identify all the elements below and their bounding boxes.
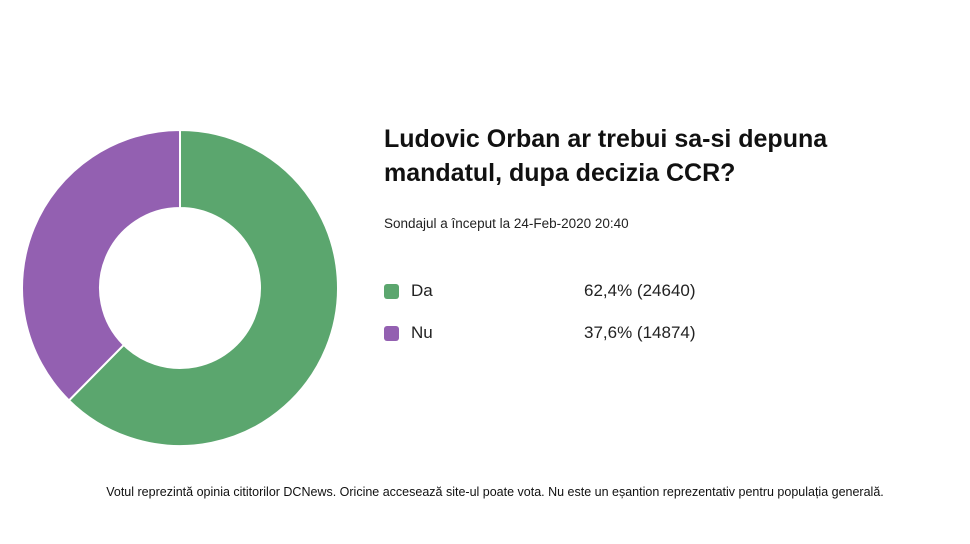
legend-value: 62,4% (24640)	[584, 281, 696, 300]
legend-swatch-nu	[384, 325, 399, 341]
legend-item-da: Da 62,4% (24640)	[384, 281, 696, 301]
donut-slice-nu	[21, 128, 181, 402]
disclaimer-note: Votul reprezintă opinia cititorilor DCNe…	[106, 485, 884, 499]
legend-label: Nu	[411, 323, 433, 342]
legend-label: Da	[411, 281, 433, 300]
legend-item-nu: Nu 37,6% (14874)	[384, 323, 696, 343]
poll-start-time: Sondajul a început la 24-Feb-2020 20:40	[384, 216, 629, 231]
donut-chart	[21, 128, 339, 447]
legend-swatch-da	[384, 283, 399, 299]
legend-value: 37,6% (14874)	[584, 323, 696, 342]
chart-title: Ludovic Orban ar trebui sa-si depuna man…	[384, 125, 828, 187]
donut-slice-da	[67, 128, 339, 447]
